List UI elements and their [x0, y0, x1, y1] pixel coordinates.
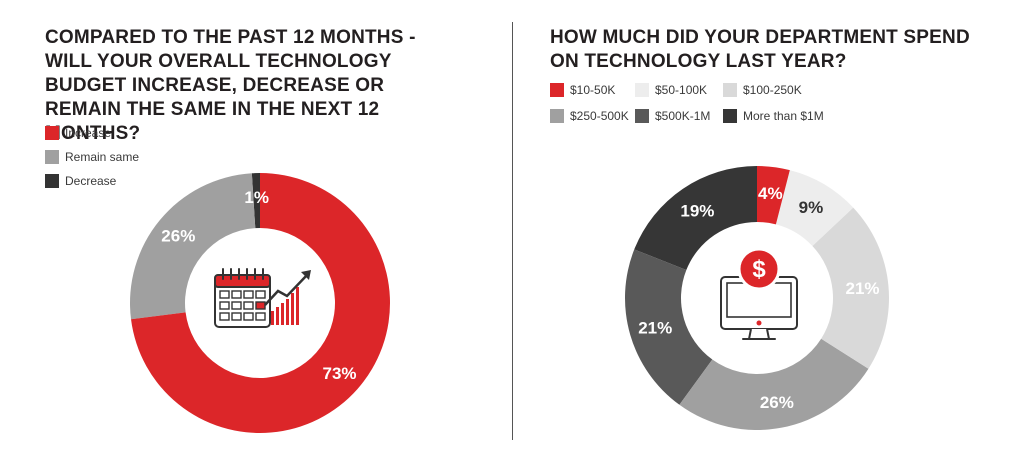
legend-item-more-than-1m: More than $1M	[723, 109, 824, 123]
legend-item-100-250k: $100-250K	[723, 83, 802, 97]
legend-item-500k-1m: $500K-1M	[635, 109, 710, 123]
legend-swatch	[45, 150, 59, 164]
legend-label: Decrease	[65, 174, 117, 188]
donut-slice-decrease	[251, 173, 260, 229]
computer-dollar-icon: $	[720, 247, 798, 340]
legend-item-decrease: Decrease	[45, 174, 116, 188]
legend-item-remain-same: Remain same	[45, 150, 139, 164]
value-label-500k-1m: 21%	[638, 319, 672, 338]
donut-slice-10-50k	[757, 166, 790, 225]
donut-slice-more-than-1m	[634, 166, 757, 271]
value-label-10-50k: 4%	[758, 184, 783, 203]
donut-slice-100-250k	[812, 207, 889, 369]
legend-swatch	[635, 83, 649, 97]
legend-label: $250-500K	[570, 109, 629, 123]
legend-label: $500K-1M	[655, 109, 711, 123]
legend-swatch	[45, 126, 59, 140]
legend-swatch	[550, 83, 564, 97]
legend-label: $100-250K	[743, 83, 802, 97]
value-label-remain-same: 26%	[161, 226, 195, 245]
legend-item-increase: Increase	[45, 126, 111, 140]
legend-item-50-100k: $50-100K	[635, 83, 707, 97]
legend-swatch	[45, 174, 59, 188]
legend-swatch	[723, 83, 737, 97]
value-label-50-100k: 9%	[799, 198, 824, 217]
donut-slice-250-500k	[679, 338, 869, 430]
legend-item-10-50k: $10-50K	[550, 83, 615, 97]
legend-label: More than $1M	[743, 109, 824, 123]
legend-label: Increase	[65, 126, 112, 140]
value-label-more-than-1m: 19%	[680, 201, 714, 220]
value-label-decrease: 1%	[244, 188, 269, 207]
donut-slice-50-100k	[775, 170, 854, 246]
svg-text:$: $	[752, 256, 766, 283]
value-label-increase: 73%	[322, 364, 356, 383]
budget-change-donut-chart: 73% 26% 1%	[130, 173, 391, 433]
donut-slice-500k-1m	[625, 249, 713, 405]
legend-label: Remain same	[65, 150, 140, 164]
chart-1-title: COMPARED TO THE PAST 12 MONTHS - WILL YO…	[45, 27, 416, 144]
legend-swatch	[635, 109, 649, 123]
value-label-250-500k: 26%	[760, 393, 794, 412]
donut-slice-increase	[131, 173, 391, 433]
legend-item-250-500k: $250-500K	[550, 109, 629, 123]
calendar-growth-icon	[214, 268, 311, 328]
legend-label: $10-50K	[570, 83, 616, 97]
department-spend-donut-chart: $ 4% 9% 21% 26% 21% 19%	[625, 166, 889, 430]
donut-slice-remain-same	[130, 173, 256, 320]
divider	[512, 22, 513, 440]
chart-2-title: HOW MUCH DID YOUR DEPARTMENT SPEND ON TE…	[550, 27, 970, 72]
value-label-100-250k: 21%	[846, 279, 880, 298]
legend-swatch	[550, 109, 564, 123]
legend-label: $50-100K	[655, 83, 708, 97]
legend-swatch	[723, 109, 737, 123]
